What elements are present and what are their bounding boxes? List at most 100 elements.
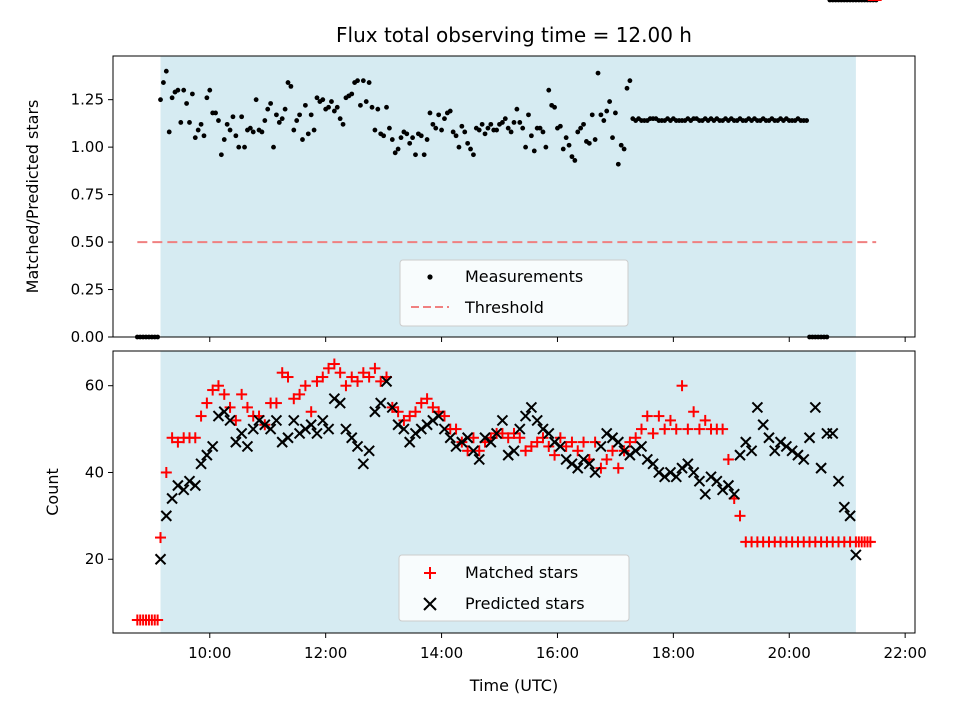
predicted-star-point (282, 432, 294, 444)
predicted-star-point (177, 484, 190, 496)
top-axes-frame (112, 55, 916, 338)
measurement-point (247, 125, 253, 131)
measurement-point (259, 129, 265, 135)
measurement-point (213, 110, 218, 116)
matched-star-point (688, 406, 700, 418)
measurement-point (485, 125, 491, 131)
measurement-point (508, 129, 514, 135)
measurement-point (372, 127, 378, 133)
matched-star-point (543, 440, 555, 452)
predicted-star-point (577, 453, 590, 466)
matched-star-point (670, 423, 682, 435)
matched-star-point (317, 371, 329, 383)
measurement-point (557, 123, 563, 129)
predicted-star-point (432, 410, 445, 422)
predicted-star-point (380, 375, 393, 388)
predicted-star-point (682, 458, 694, 470)
measurement-point (239, 114, 245, 120)
matched-star-point (282, 371, 294, 383)
measurement-point (624, 85, 630, 91)
bottom-legend-box (398, 554, 630, 622)
measurement-point (305, 131, 311, 137)
matched-star-point (682, 423, 694, 435)
measurement-point (187, 120, 192, 125)
predicted-star-point (635, 440, 648, 453)
predicted-star-point (722, 479, 735, 492)
matched-star-point (467, 432, 479, 444)
matched-star-point (166, 432, 178, 444)
measurement-point (528, 133, 534, 139)
matched-star-point (340, 380, 352, 392)
predicted-star-point (490, 427, 503, 440)
matched-star-point (664, 414, 676, 426)
matched-star-point (334, 367, 346, 379)
measurement-point (552, 104, 557, 110)
predicted-star-point (293, 427, 306, 440)
bottom-legend: Matched stars Predicted stars (398, 554, 630, 622)
matched-star-point (207, 384, 219, 396)
measurement-point (233, 133, 239, 139)
predicted-star-point (473, 453, 485, 466)
matched-star-point (398, 414, 410, 426)
measurement-point (349, 91, 355, 97)
predicted-star-point (543, 427, 555, 440)
predicted-star-point (693, 475, 706, 487)
measurement-point (297, 112, 302, 118)
measurement-point (163, 68, 169, 74)
measurement-point (268, 101, 274, 106)
matched-star-point (653, 410, 665, 422)
predicted-star-point (769, 445, 781, 457)
predicted-star-point (618, 445, 630, 457)
x-tick-label: 14:00 (420, 644, 463, 662)
matched-star-point (589, 436, 601, 448)
measurement-point (227, 127, 233, 133)
matched-star-point (415, 397, 427, 409)
measurement-point (471, 152, 476, 158)
predicted-star-point (421, 419, 433, 431)
x-axis-label: Time (UTC) (469, 676, 558, 695)
matched-star-point (473, 445, 485, 457)
matched-star-point (218, 388, 230, 400)
measurement-point (589, 112, 595, 118)
predicted-star-point (809, 401, 822, 414)
measurement-point (161, 80, 166, 85)
predicted-star-point (201, 449, 213, 461)
predicted-star-point (415, 423, 427, 435)
matched-star-point (607, 445, 619, 457)
measurement-point (407, 140, 413, 146)
measurement-point (615, 161, 621, 167)
measurement-point (526, 112, 531, 118)
predicted-star-point (189, 479, 201, 492)
measurement-point (459, 123, 465, 129)
predicted-star-point (206, 440, 219, 453)
measurement-point (253, 97, 259, 103)
matched-star-point (647, 427, 659, 439)
matched-star-point (236, 388, 248, 400)
measurement-point (610, 135, 615, 141)
measurement-point (308, 112, 314, 118)
chart-title: Flux total observing time = 12.00 h (336, 23, 692, 47)
measurement-point (250, 129, 256, 135)
measurement-point (360, 78, 366, 84)
measurement-point (627, 78, 633, 84)
measurement-point (201, 133, 207, 139)
predicted-star-point (716, 484, 729, 496)
measurement-point (424, 137, 430, 142)
measurement-point (613, 110, 618, 116)
x-tick-label: 22:00 (884, 644, 927, 662)
predicted-star-point (699, 488, 711, 500)
predicted-star-point (496, 414, 509, 427)
matched-star-point (560, 440, 572, 452)
predicted-star-point (664, 466, 677, 479)
predicted-star-point (745, 445, 758, 457)
predicted-star-point (467, 445, 480, 457)
predicted-star-point (850, 549, 862, 561)
predicted-star-point (566, 458, 578, 470)
measurement-point (514, 106, 520, 112)
measurement-point (595, 70, 601, 76)
measurement-point (476, 127, 482, 133)
matched-star-point (392, 406, 404, 418)
bottom-y-ticks: 20 40 60 (85, 377, 113, 568)
matched-star-point (525, 440, 537, 452)
matched-star-point (346, 371, 358, 383)
